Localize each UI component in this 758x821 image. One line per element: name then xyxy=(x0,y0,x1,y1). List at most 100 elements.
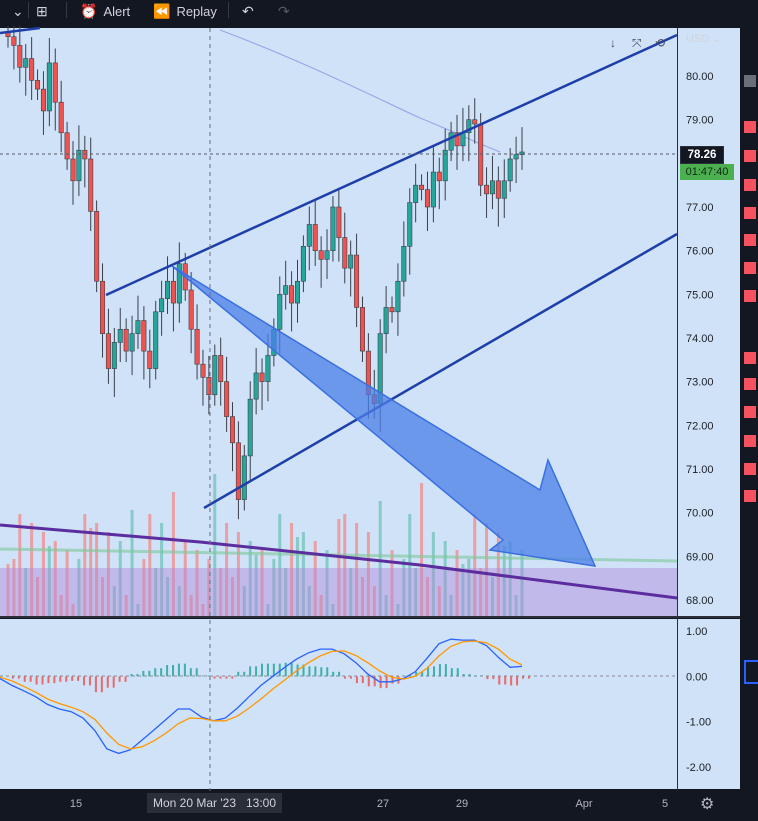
volume-bar xyxy=(290,523,294,616)
candle xyxy=(40,71,46,135)
price-tick-label: 72.00 xyxy=(686,420,714,432)
candle xyxy=(489,155,495,210)
candle xyxy=(230,402,236,472)
candle xyxy=(448,121,454,162)
time-axis[interactable] xyxy=(0,791,677,817)
macd-hist-bar xyxy=(480,675,483,677)
macd-hist-bar xyxy=(355,676,358,684)
volume-bar xyxy=(443,541,447,616)
volume-bar xyxy=(366,532,370,616)
macd-hist-bar xyxy=(450,668,453,677)
macd-hist-bar xyxy=(462,674,465,677)
volume-bar xyxy=(520,550,524,616)
lower-trendline[interactable] xyxy=(203,232,678,510)
price-axis-labels: 80.0079.0078.0077.0076.0075.0074.0073.00… xyxy=(686,71,714,607)
macd-hist-bar xyxy=(504,676,507,685)
candle xyxy=(419,174,425,201)
macd-hist-bar xyxy=(189,668,192,677)
candle xyxy=(283,260,289,310)
price-tick-label: 74.00 xyxy=(686,333,714,345)
macd-axis[interactable] xyxy=(678,619,740,789)
volume-bar xyxy=(325,550,329,616)
macd-hist-bar xyxy=(53,676,56,684)
macd-hist-bar xyxy=(498,676,501,685)
macd-hist-bar xyxy=(261,663,263,677)
volume-bar xyxy=(189,595,193,616)
macd-hist-bar xyxy=(527,676,530,679)
volume-bar xyxy=(142,559,146,616)
volume-bar xyxy=(231,577,235,616)
price-tick-label: 70.00 xyxy=(686,508,714,520)
down-arrow-drawing[interactable] xyxy=(171,265,597,567)
volume-bar xyxy=(343,514,347,616)
candle xyxy=(342,212,348,284)
redo-icon[interactable]: ↷ xyxy=(278,2,290,19)
macd-hist-bar xyxy=(183,663,186,677)
candle xyxy=(94,200,100,293)
purple-trendline[interactable] xyxy=(0,523,678,600)
volume-bar xyxy=(349,568,353,616)
volume-bar xyxy=(148,514,152,616)
volume-bar xyxy=(242,586,246,616)
candle xyxy=(58,80,64,153)
expand-icon[interactable]: ⤧ xyxy=(632,36,642,50)
macd-tick-label: 0.00 xyxy=(686,671,707,683)
candle xyxy=(407,188,413,275)
arrow-down-icon[interactable]: ↓ xyxy=(610,36,616,50)
candle xyxy=(235,421,241,520)
macd-hist-bar xyxy=(41,676,44,685)
side-flag-icon xyxy=(744,435,756,447)
price-tick-label: 76.00 xyxy=(686,246,714,258)
volume-bar xyxy=(514,595,518,616)
macd-hist-bar xyxy=(219,676,222,679)
candle xyxy=(336,189,342,262)
volume-bar xyxy=(101,577,105,616)
macd-hist-bar xyxy=(421,671,424,677)
macd-hist-bar xyxy=(272,663,275,677)
volume-zone-overlay xyxy=(0,568,677,616)
volume-bar xyxy=(508,541,512,616)
candle xyxy=(147,329,153,389)
volume-bar xyxy=(490,577,494,616)
macd-pane[interactable] xyxy=(0,619,677,789)
currency-selector[interactable]: USD ⌄ xyxy=(686,33,722,45)
macd-hist-bar xyxy=(344,676,347,679)
volume-bar xyxy=(24,568,28,616)
upper-trendline[interactable] xyxy=(105,33,678,297)
chevron-down-icon[interactable]: ⌄ xyxy=(12,2,24,19)
macd-hist-bar xyxy=(249,666,252,677)
macd-hist-bar xyxy=(266,663,269,677)
price-tick-label: 75.00 xyxy=(686,289,714,301)
volume-bar xyxy=(378,501,382,616)
macd-hist-bar xyxy=(231,676,234,679)
undo-icon[interactable]: ↶ xyxy=(242,2,254,19)
volume-bar xyxy=(248,541,252,616)
settings-gear-icon[interactable]: ⚙ xyxy=(700,796,715,813)
side-panel-tab[interactable] xyxy=(744,660,758,684)
candle xyxy=(454,114,460,170)
candle xyxy=(354,233,360,328)
candle xyxy=(52,48,58,131)
time-tick-label: 27 xyxy=(377,798,389,810)
candle xyxy=(224,356,230,432)
macd-hist-bar xyxy=(225,676,228,679)
macd-hist-bar xyxy=(373,676,376,687)
replay-button[interactable]: ⏪ Replay xyxy=(153,0,217,22)
side-flag-icon xyxy=(744,121,756,133)
candle xyxy=(484,167,490,218)
candle xyxy=(318,236,324,288)
layout-grid-icon[interactable]: ⊞ xyxy=(36,2,48,19)
candle xyxy=(501,159,507,218)
alert-button[interactable]: ⏰ Alert xyxy=(80,0,130,22)
candle xyxy=(495,166,501,227)
macd-hist-bar xyxy=(172,665,175,677)
candle xyxy=(117,307,123,363)
volume-bar xyxy=(473,514,477,616)
price-axis[interactable] xyxy=(678,28,740,616)
macd-hist-bar xyxy=(492,676,495,680)
volume-bar xyxy=(118,541,122,616)
candle xyxy=(70,141,76,205)
reset-icon[interactable]: ⟲ xyxy=(655,36,666,50)
candle xyxy=(330,196,336,262)
